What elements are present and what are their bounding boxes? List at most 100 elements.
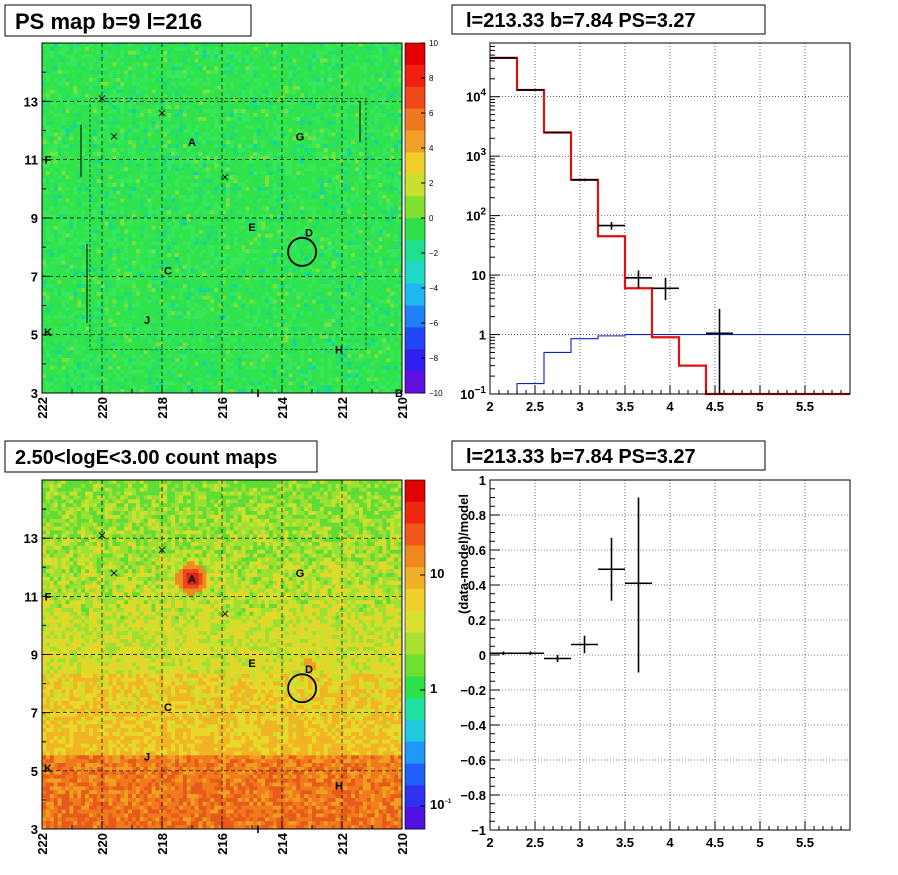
map-pixel — [304, 233, 309, 238]
map-pixel — [358, 175, 364, 180]
map-pixel — [398, 237, 403, 242]
map-pixel — [92, 85, 98, 91]
map-pixel — [394, 62, 399, 67]
map-pixel — [351, 124, 356, 129]
map-pixel — [73, 136, 78, 141]
map-pixel — [108, 78, 113, 83]
map-pixel — [143, 245, 149, 250]
map-pixel — [394, 171, 399, 176]
map-pixel — [155, 237, 160, 242]
map-pixel — [182, 241, 188, 246]
map-pixel — [382, 229, 387, 234]
map-pixel — [65, 116, 70, 122]
map-pixel — [163, 113, 168, 118]
map-pixel — [210, 163, 215, 168]
map-pixel — [304, 194, 309, 199]
map-pixel — [237, 237, 242, 242]
map-pixel — [206, 198, 211, 203]
map-pixel — [53, 109, 59, 114]
map-pixel — [241, 198, 246, 203]
map-pixel — [378, 136, 383, 141]
map-pixel — [53, 89, 59, 94]
map-pixel — [382, 206, 387, 211]
map-pixel — [116, 97, 121, 102]
map-pixel — [53, 128, 59, 133]
map-pixel — [128, 128, 133, 133]
map-pixel — [343, 163, 348, 168]
map-pixel — [339, 151, 344, 157]
map-pixel — [319, 159, 325, 164]
map-pixel — [327, 132, 332, 137]
map-pixel — [331, 113, 336, 118]
map-pixel — [272, 132, 278, 137]
map-pixel — [69, 109, 74, 114]
map-pixel — [366, 78, 372, 83]
map-pixel — [343, 50, 348, 56]
map-pixel — [366, 116, 372, 122]
map-pixel — [171, 233, 176, 238]
map-pixel — [237, 183, 242, 188]
map-pixel — [312, 62, 317, 67]
map-pixel — [257, 159, 262, 164]
map-pixel — [65, 245, 70, 250]
map-pixel — [362, 140, 368, 145]
map-pixel — [280, 241, 286, 246]
map-pixel — [116, 206, 121, 211]
map-pixel — [222, 249, 227, 254]
map-pixel — [175, 206, 180, 211]
map-pixel — [382, 89, 387, 94]
map-pixel — [323, 116, 329, 122]
map-pixel — [237, 245, 242, 250]
map-pixel — [147, 93, 152, 98]
map-pixel — [186, 124, 192, 129]
map-pixel — [116, 43, 121, 48]
map-pixel — [53, 62, 59, 67]
map-pixel — [284, 120, 289, 126]
map-pixel — [206, 74, 211, 79]
map-pixel — [88, 66, 94, 71]
map-pixel — [175, 186, 180, 192]
map-pixel — [61, 175, 66, 180]
map-pixel — [214, 105, 219, 110]
map-pixel — [366, 54, 372, 59]
map-pixel — [343, 179, 348, 184]
map-pixel — [210, 198, 215, 203]
map-pixel — [151, 46, 156, 52]
map-pixel — [343, 148, 348, 153]
map-pixel — [378, 66, 383, 71]
map-pixel — [370, 58, 376, 63]
map-pixel — [233, 237, 239, 242]
map-pixel — [124, 225, 129, 231]
map-pixel — [190, 175, 196, 180]
map-pixel — [186, 132, 192, 137]
map-pixel — [53, 105, 59, 110]
map-pixel — [288, 221, 293, 227]
map-pixel — [116, 78, 121, 83]
map-pixel — [225, 128, 231, 133]
map-pixel — [233, 78, 239, 83]
map-pixel — [300, 249, 305, 254]
map-pixel — [81, 93, 86, 98]
map-pixel — [49, 210, 55, 215]
map-pixel — [268, 237, 274, 242]
map-pixel — [92, 206, 98, 211]
map-pixel — [304, 229, 309, 234]
map-pixel — [65, 50, 70, 56]
map-pixel — [100, 225, 106, 231]
map-pixel — [61, 151, 66, 157]
map-pixel — [394, 206, 399, 211]
map-pixel — [81, 105, 86, 110]
map-pixel — [292, 58, 297, 63]
map-pixel — [167, 163, 172, 168]
map-pixel — [366, 167, 372, 172]
map-pixel — [398, 46, 403, 52]
map-pixel — [268, 148, 274, 153]
map-pixel — [331, 78, 336, 83]
map-pixel — [386, 206, 391, 211]
map-pixel — [206, 109, 211, 114]
map-pixel — [347, 58, 352, 63]
map-pixel — [343, 54, 348, 59]
map-pixel — [151, 245, 156, 250]
map-pixel — [116, 136, 121, 141]
ps-map-title-box — [4, 4, 252, 37]
